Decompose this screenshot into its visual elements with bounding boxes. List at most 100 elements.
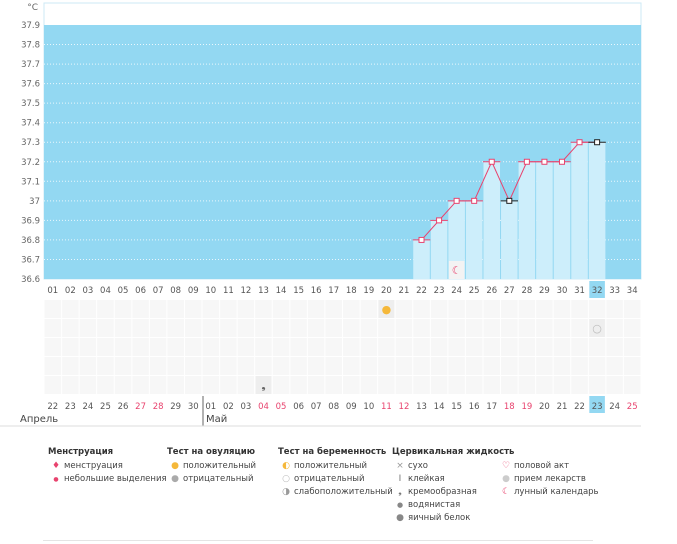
y-tick-label: 37.8 xyxy=(21,41,40,51)
symptom-cell xyxy=(255,357,272,375)
date-label: 18 xyxy=(504,402,515,412)
ovulation-positive-icon: ● xyxy=(382,303,392,316)
date-label: 13 xyxy=(416,402,427,412)
date-label: 05 xyxy=(276,402,287,412)
symptom-cell xyxy=(553,319,571,337)
temperature-bar xyxy=(571,142,588,279)
temperature-bar xyxy=(518,161,536,279)
symptom-cell xyxy=(501,357,518,375)
symptom-cell xyxy=(132,338,149,356)
symptom-cell xyxy=(483,319,501,337)
spotting-icon: ● xyxy=(53,476,59,483)
symptom-cell xyxy=(167,357,184,375)
cycle-day-label: 01 xyxy=(47,286,58,296)
legend-label: прием лекарств xyxy=(514,474,586,484)
ovulation-negative-icon: ● xyxy=(171,474,179,484)
legend-label: водянистая xyxy=(408,500,461,510)
symptom-cell xyxy=(167,300,184,318)
symptom-cell xyxy=(202,376,220,394)
symptom-cell xyxy=(255,338,272,356)
cycle-day-label: 24 xyxy=(451,286,462,296)
symptom-cell xyxy=(290,300,307,318)
cycle-day-label: 26 xyxy=(486,286,497,296)
cycle-day-label: 23 xyxy=(434,286,445,296)
legend-label: половой акт xyxy=(514,461,570,471)
symptom-cell xyxy=(623,319,641,337)
symptom-cell xyxy=(220,319,237,337)
symptom-cell xyxy=(237,300,255,318)
symptom-cell xyxy=(149,300,167,318)
symptom-cell xyxy=(79,376,97,394)
temperature-bar xyxy=(448,200,465,279)
cycle-day-label: 20 xyxy=(381,286,392,296)
legend-label: менструация xyxy=(64,461,123,471)
symptom-cell xyxy=(360,338,378,356)
pregnancy-negative-cell xyxy=(589,319,605,337)
date-label: 21 xyxy=(557,402,568,412)
symptom-cell xyxy=(237,376,255,394)
symptom-cell xyxy=(149,357,167,375)
date-label: 14 xyxy=(434,402,445,412)
symptom-cell xyxy=(290,376,307,394)
symptom-cell xyxy=(501,319,518,337)
heart-icon: ♡ xyxy=(501,461,511,471)
symptom-cell xyxy=(571,300,588,318)
symptom-cell xyxy=(395,300,413,318)
symptom-cell xyxy=(518,338,536,356)
symptom-cell xyxy=(536,319,553,337)
y-tick-label: 37.6 xyxy=(21,80,40,90)
symptom-cell xyxy=(588,300,606,318)
y-tick-label: 37.1 xyxy=(21,177,40,187)
symptom-cell xyxy=(553,338,571,356)
symptom-cell xyxy=(483,357,501,375)
symptom-cell xyxy=(184,338,202,356)
symptom-cell xyxy=(132,376,149,394)
cycle-day-label: 11 xyxy=(223,286,234,296)
current-date-highlight xyxy=(589,396,605,413)
y-tick-label: 37.5 xyxy=(21,99,40,109)
cycle-day-label: 34 xyxy=(627,286,638,296)
symptom-cell xyxy=(395,338,413,356)
watery-icon: ● xyxy=(396,501,404,509)
cycle-day-label: 03 xyxy=(82,286,93,296)
symptom-cell xyxy=(114,376,132,394)
symptom-cell xyxy=(606,338,623,356)
date-label: 20 xyxy=(539,402,550,412)
legend-title: Тест на беременность xyxy=(278,447,387,457)
egg-white-icon: ● xyxy=(396,513,404,523)
date-label: 12 xyxy=(399,402,410,412)
symptom-cell xyxy=(483,300,501,318)
symptom-cell xyxy=(465,357,483,375)
symptom-cell xyxy=(343,357,360,375)
symptom-cell xyxy=(623,300,641,318)
pregnancy-positive-icon: ◐ xyxy=(282,461,290,471)
symptom-cell xyxy=(114,300,132,318)
symptom-cell xyxy=(518,357,536,375)
symptom-cell xyxy=(255,300,272,318)
symptom-cell xyxy=(378,376,395,394)
cycle-day-label: 30 xyxy=(557,286,568,296)
symptom-cell xyxy=(588,357,606,375)
symptom-cell xyxy=(483,376,501,394)
y-tick-label: 37.7 xyxy=(21,60,40,70)
symptom-cell xyxy=(536,357,553,375)
symptom-cell xyxy=(343,319,360,337)
current-day-highlight xyxy=(589,281,605,298)
symptom-cell xyxy=(360,319,378,337)
symptom-cell xyxy=(360,300,378,318)
pregnancy-negative-icon: ○ xyxy=(592,322,602,335)
symptom-cell xyxy=(167,338,184,356)
y-axis-unit: °C xyxy=(27,3,38,13)
legend-menstruation: Менструация ♦ менструация ● небольшие выде… xyxy=(48,447,167,486)
date-label: 16 xyxy=(469,402,480,412)
symptom-cell xyxy=(413,300,430,318)
cycle-day-label: 17 xyxy=(328,286,339,296)
moon-icon: ☾ xyxy=(501,487,511,497)
temperature-point xyxy=(541,158,548,165)
symptom-cell xyxy=(132,300,149,318)
date-label: 15 xyxy=(451,402,462,412)
y-tick-label: 36.6 xyxy=(21,275,40,285)
y-tick-label: 37.3 xyxy=(21,138,40,148)
y-tick-label: 36.8 xyxy=(21,236,40,246)
legend-title: Менструация xyxy=(48,447,114,457)
